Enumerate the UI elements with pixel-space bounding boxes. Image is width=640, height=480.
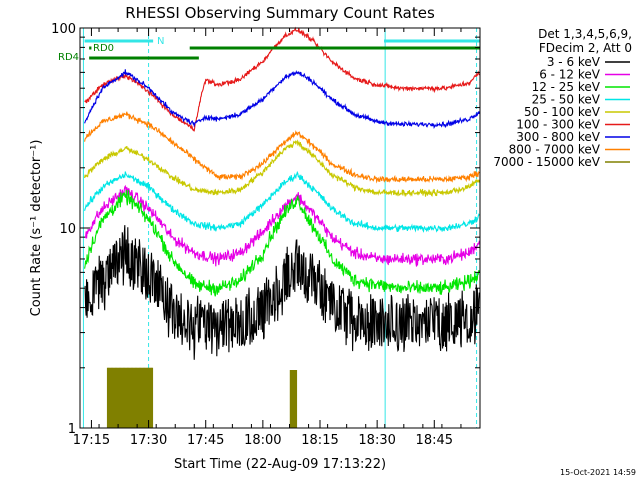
series-6 bbox=[84, 69, 480, 130]
legend-header-line-1: Det 1,3,4,5,6,9, bbox=[538, 27, 632, 41]
series-4-line bbox=[84, 139, 480, 198]
y-axis: 1 10 100 bbox=[51, 22, 480, 437]
series-2 bbox=[84, 189, 480, 297]
x-tick-label: 18:45 bbox=[416, 433, 453, 448]
legend-label-7: 800 - 7000 keV bbox=[509, 143, 601, 157]
legend-header-line-2: FDecim 2, Att 0 bbox=[539, 41, 632, 55]
series-3 bbox=[84, 170, 480, 233]
legend: Det 1,3,4,5,6,9, FDecim 2, Att 0 3 - 6 k… bbox=[493, 27, 632, 169]
flag-label-rd0: RD0 bbox=[93, 43, 114, 54]
legend-label-2: 12 - 25 keV bbox=[532, 80, 601, 94]
x-tick-label: 18:00 bbox=[244, 433, 281, 448]
y-axis-label: Count Rate (s⁻¹ detector⁻¹) bbox=[29, 140, 44, 317]
x-tick-label: 18:30 bbox=[358, 433, 395, 448]
series-6-line bbox=[84, 69, 480, 130]
series-1 bbox=[84, 184, 480, 267]
y-tick-label: 1 bbox=[68, 422, 76, 437]
x-tick-label: 17:30 bbox=[130, 433, 167, 448]
legend-label-6: 300 - 800 keV bbox=[516, 130, 600, 144]
legend-label-3: 25 - 50 keV bbox=[532, 93, 601, 107]
series-7-line bbox=[84, 111, 480, 184]
x-axis: 17:15 17:30 17:45 18:00 18:15 18:30 18:45 bbox=[73, 28, 481, 448]
y-tick-label: 10 bbox=[59, 222, 76, 237]
series-8 bbox=[106, 367, 298, 428]
chart-title: RHESSI Observing Summary Count Rates bbox=[125, 4, 435, 22]
series-2-line bbox=[84, 189, 480, 297]
x-tick-label: 17:15 bbox=[73, 433, 110, 448]
series-8-burst-1 bbox=[289, 369, 298, 428]
x-tick-label: 17:45 bbox=[187, 433, 224, 448]
legend-label-1: 6 - 12 keV bbox=[539, 68, 601, 82]
flag-label-n: N bbox=[157, 36, 164, 47]
legend-label-0: 3 - 6 keV bbox=[547, 55, 601, 69]
legend-label-8: 7000 - 15000 keV bbox=[493, 155, 600, 169]
flag-label-rd4: RD4 bbox=[58, 52, 79, 63]
series-3-line bbox=[84, 170, 480, 233]
series-1-line bbox=[84, 184, 480, 267]
series-8-burst-0 bbox=[106, 367, 154, 428]
x-tick-label: 18:15 bbox=[301, 433, 338, 448]
legend-label-5: 100 - 300 keV bbox=[516, 118, 600, 132]
series-7 bbox=[84, 111, 480, 184]
legend-label-4: 50 - 100 keV bbox=[524, 105, 601, 119]
series-0-line bbox=[84, 225, 480, 360]
series-0 bbox=[84, 225, 480, 360]
y-tick-label: 100 bbox=[51, 22, 76, 37]
timestamp: 15-Oct-2021 14:59 bbox=[560, 468, 636, 477]
flag-bars: RD4 RD0 N bbox=[58, 36, 480, 63]
x-axis-label: Start Time (22-Aug-09 17:13:22) bbox=[174, 457, 386, 472]
series-layer bbox=[84, 26, 480, 428]
series-4 bbox=[84, 139, 480, 198]
